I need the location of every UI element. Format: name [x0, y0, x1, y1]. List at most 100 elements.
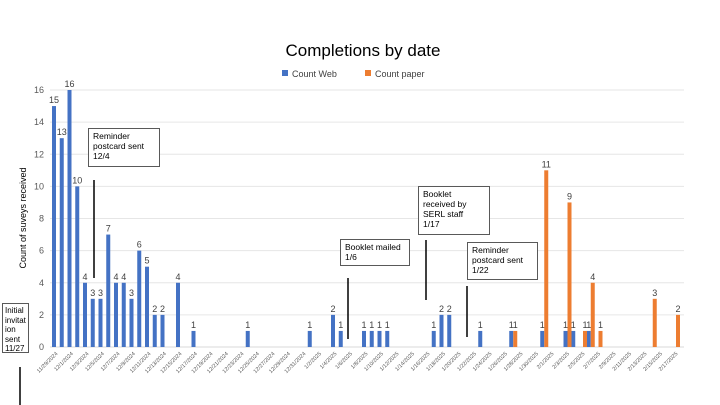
bar-web — [67, 90, 72, 347]
legend-label-web: Count Web — [292, 69, 337, 79]
data-label: 1 — [385, 320, 390, 330]
data-label: 3 — [98, 288, 103, 298]
bar-web — [129, 298, 134, 347]
bar-paper — [676, 314, 680, 347]
legend-label-paper: Count paper — [375, 69, 425, 79]
bar-web — [114, 282, 118, 347]
bar-web — [176, 282, 180, 347]
bar-web — [59, 138, 64, 347]
data-label: 1 — [191, 320, 196, 330]
bar-web — [121, 282, 126, 347]
data-label: 4 — [175, 272, 180, 282]
bar-web — [431, 330, 436, 347]
bar-web — [338, 330, 343, 347]
bar-web — [83, 282, 87, 347]
data-label: 13 — [57, 127, 67, 137]
data-label: 3 — [90, 288, 95, 298]
data-label: 3 — [129, 288, 134, 298]
bar-web — [385, 330, 390, 347]
bar-web — [137, 250, 142, 347]
data-label: 4 — [113, 272, 118, 282]
bar-web — [152, 314, 157, 347]
data-label: 15 — [49, 95, 59, 105]
data-label: 7 — [106, 224, 111, 234]
bar-web — [509, 330, 514, 347]
annotation-initial-invitation: Initial invitat ion sent 11/27 — [2, 303, 29, 353]
bar-web — [191, 330, 196, 347]
bar-web — [439, 314, 444, 347]
data-label: 1 — [369, 320, 374, 330]
bar-paper — [598, 330, 603, 347]
annotation-booklet-mailed: Booklet mailed 1/6 — [340, 239, 410, 266]
data-label: 2 — [447, 304, 452, 314]
data-label: 2 — [330, 304, 335, 314]
data-label: 2 — [675, 304, 680, 314]
data-label: 2 — [439, 304, 444, 314]
data-label: 4 — [121, 272, 126, 282]
legend: Count Web Count paper — [282, 69, 425, 79]
data-label: 2 — [160, 304, 165, 314]
bar-web — [447, 314, 452, 347]
y-tick-label: 6 — [39, 246, 44, 256]
data-label: 1 — [513, 320, 518, 330]
data-label: 1 — [307, 320, 312, 330]
legend-swatch-paper — [365, 70, 371, 76]
data-label: 1 — [361, 320, 366, 330]
annotation-lines — [19, 180, 468, 405]
data-label: 1 — [338, 320, 343, 330]
bar-web — [145, 266, 149, 347]
bar-web — [307, 330, 312, 347]
bar-paper — [590, 282, 595, 347]
bar-web — [106, 234, 111, 347]
data-label: 1 — [478, 320, 483, 330]
y-tick-label: 2 — [39, 310, 44, 320]
data-label: 1 — [571, 320, 576, 330]
annotation-reminder-12-4: Reminder postcard sent 12/4 — [88, 128, 160, 167]
bar-web — [245, 330, 250, 347]
data-label: 1 — [431, 320, 436, 330]
legend-swatch-web — [282, 70, 288, 76]
bar-web — [586, 330, 591, 347]
data-label: 16 — [64, 79, 74, 89]
y-tick-label: 4 — [39, 278, 44, 288]
bar-web — [160, 314, 165, 347]
bar-paper — [513, 330, 518, 347]
y-tick-label: 14 — [34, 117, 44, 127]
bar-web — [98, 298, 103, 347]
data-label: 1 — [245, 320, 250, 330]
y-tick-label: 10 — [34, 181, 44, 191]
data-label: 11 — [542, 159, 551, 169]
data-label: 1 — [377, 320, 382, 330]
data-label: 1 — [598, 320, 603, 330]
data-label: 1 — [540, 320, 545, 330]
bar-web — [90, 298, 95, 347]
bar-web — [369, 330, 374, 347]
data-label: 1 — [586, 320, 591, 330]
bar-web — [563, 330, 568, 347]
data-label: 6 — [137, 240, 142, 250]
bar-web — [377, 330, 382, 347]
bar-web — [52, 106, 56, 347]
data-label: 4 — [82, 272, 87, 282]
bar-paper — [567, 202, 572, 347]
data-label: 5 — [144, 256, 149, 266]
x-tick-labels: 11/29/202412/1/202412/3/202412/5/202412/… — [36, 351, 679, 375]
bar-paper — [544, 170, 549, 347]
bar-web — [331, 314, 335, 347]
bar-web — [75, 186, 80, 347]
bars — [52, 90, 680, 347]
data-label: 2 — [152, 304, 157, 314]
bar-paper — [583, 330, 587, 347]
data-label: 1 — [509, 320, 514, 330]
bar-web — [478, 330, 483, 347]
bar-paper — [652, 298, 657, 347]
bar-web — [540, 330, 545, 347]
bar-web — [362, 330, 366, 347]
data-label: 4 — [590, 272, 595, 282]
y-tick-label: 16 — [34, 85, 44, 95]
y-tick-label: 12 — [34, 149, 44, 159]
annotation-reminder-1-22: Reminder postcard sent 1/22 — [467, 242, 538, 280]
data-label: 10 — [72, 175, 82, 185]
